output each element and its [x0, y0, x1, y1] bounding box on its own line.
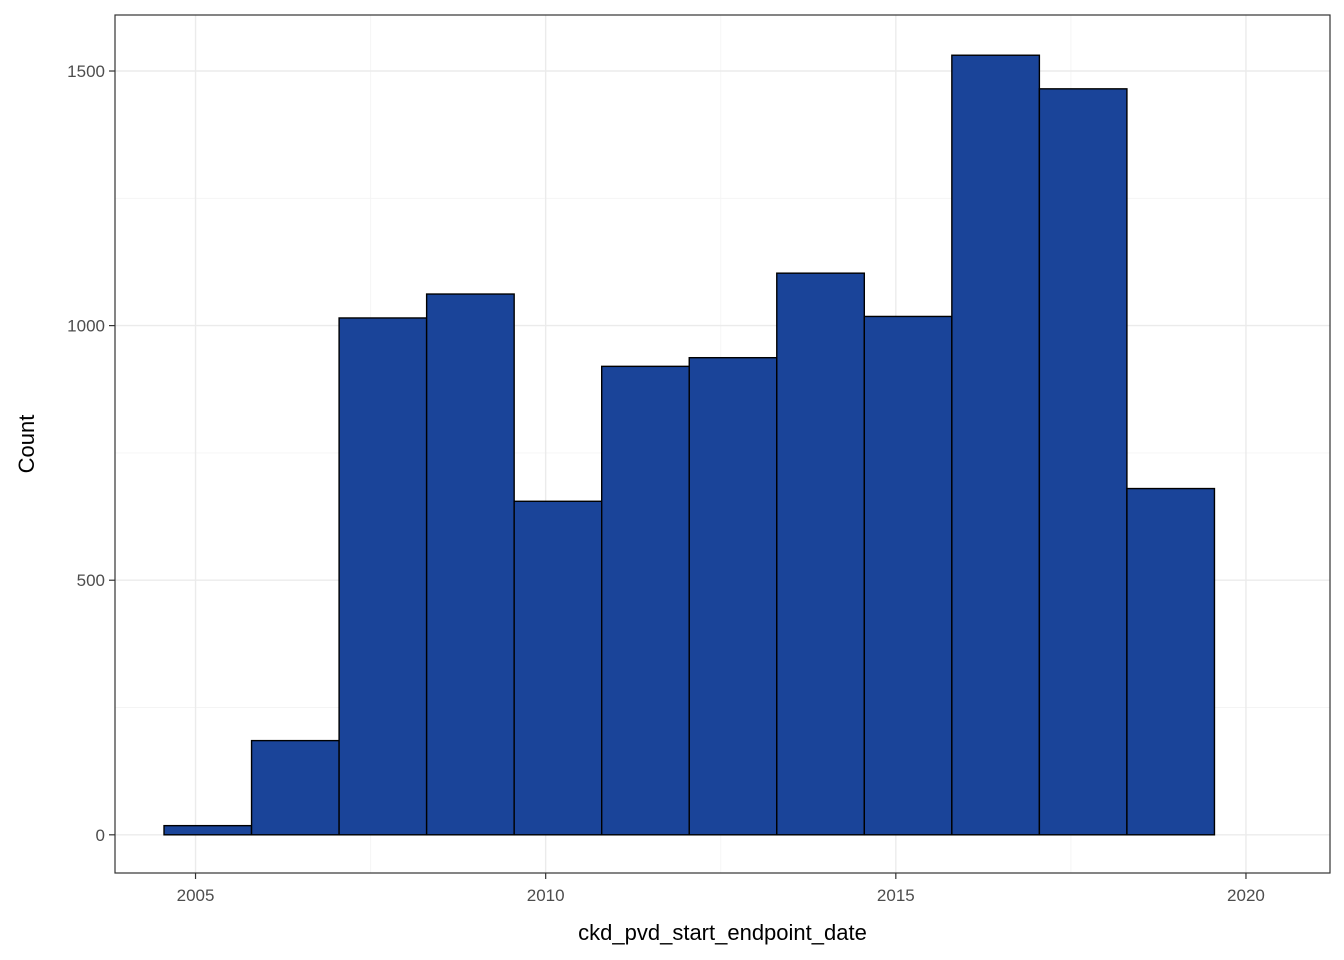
histogram-bar: [1038, 88, 1128, 836]
x-tick-label: 2020: [1227, 886, 1265, 905]
plot-panel-border: [114, 14, 1331, 874]
histogram-bar: [1126, 487, 1216, 836]
y-tick-label: 0: [96, 826, 105, 845]
y-tick-label: 1500: [67, 62, 105, 81]
histogram-bar: [688, 356, 778, 836]
histogram-bar: [863, 315, 953, 836]
histogram-bar: [601, 365, 690, 836]
histogram-bar: [163, 824, 253, 836]
x-tick-label: 2010: [527, 886, 565, 905]
histogram-bar: [338, 317, 428, 836]
histogram-bar: [425, 293, 515, 836]
histogram-bar: [951, 54, 1041, 836]
histogram-bar: [776, 272, 866, 836]
histogram-bar: [513, 500, 603, 836]
x-axis-title: ckd_pvd_start_endpoint_date: [578, 920, 867, 945]
y-tick-label: 1000: [67, 317, 105, 336]
axis-ticks: 2005 2010 2015 2020 0 500 1000 1500: [67, 62, 1265, 905]
histogram-bars: [163, 54, 1216, 836]
y-tick-label: 500: [77, 571, 105, 590]
histogram-bar: [250, 739, 340, 836]
y-axis-title: Count: [14, 415, 39, 474]
x-tick-label: 2005: [177, 886, 215, 905]
x-tick-label: 2015: [877, 886, 915, 905]
